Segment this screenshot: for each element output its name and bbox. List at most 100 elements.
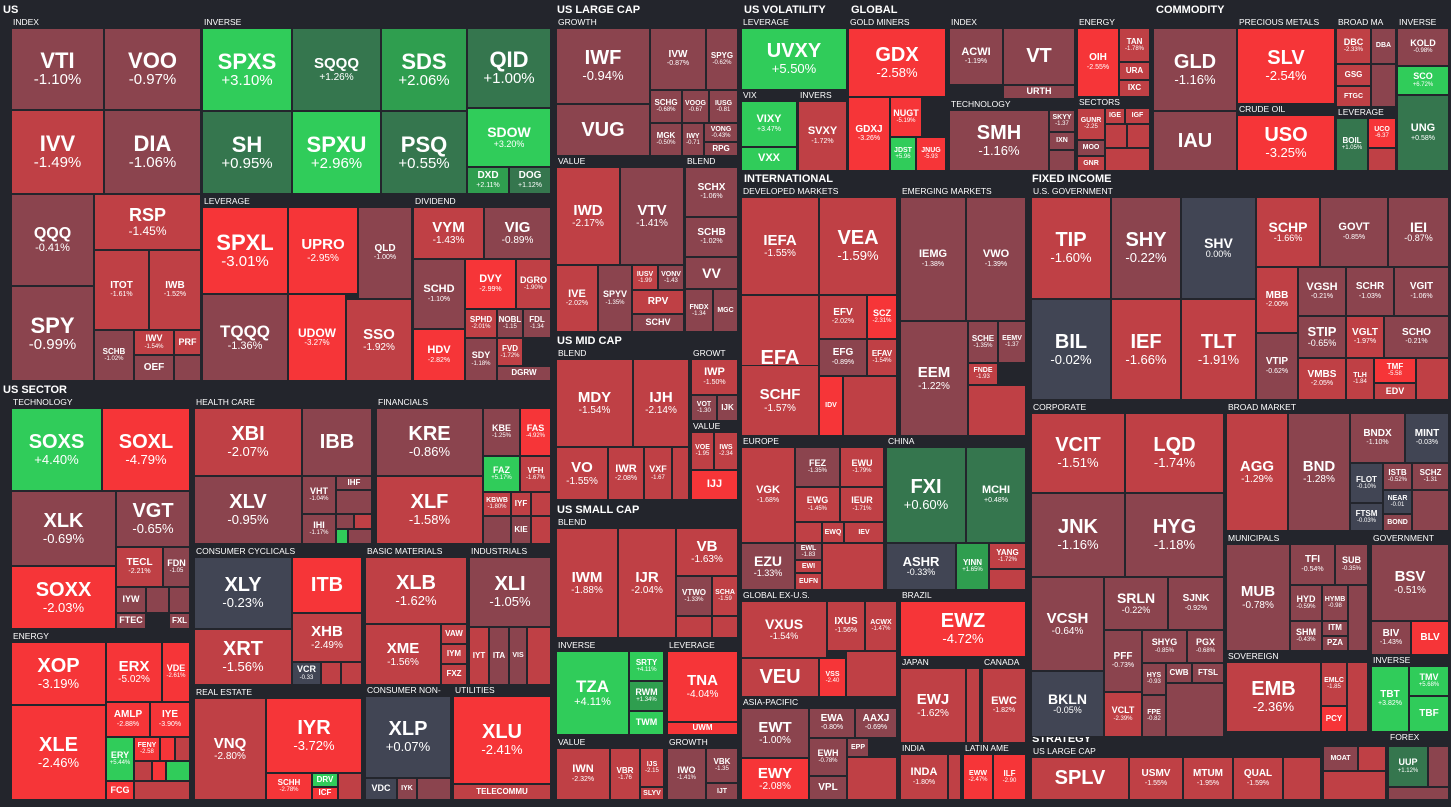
ticker-tile-sdy[interactable]: SDY -1.18% (465, 338, 497, 381)
ticker-tile-ige[interactable]: IGE (1105, 108, 1125, 124)
ticker-tile-ibb[interactable]: IBB (302, 408, 372, 476)
ticker-tile[interactable] (483, 516, 511, 544)
ticker-tile-xhb[interactable]: XHB -2.49% (292, 613, 362, 662)
ticker-tile-sche[interactable]: SCHE -1.35% (968, 321, 998, 363)
ticker-tile-udow[interactable]: UDOW -3.27% (288, 294, 346, 381)
ticker-tile[interactable] (1371, 64, 1396, 107)
ticker-tile-vgk[interactable]: VGK -1.68% (741, 447, 795, 543)
ticker-tile-amlp[interactable]: AMLP -2.88% (106, 702, 150, 737)
ticker-tile-shm[interactable]: SHM -0.43% (1290, 621, 1322, 651)
ticker-tile-ixn[interactable]: IXN (1049, 132, 1075, 150)
ticker-tile-ftec[interactable]: FTEC (116, 613, 146, 629)
ticker-tile-xme[interactable]: XME -1.56% (365, 624, 441, 685)
ticker-tile[interactable] (166, 761, 190, 781)
ticker-tile-iwd[interactable]: IWD -2.17% (556, 167, 620, 265)
ticker-tile[interactable] (1283, 757, 1321, 800)
ticker-tile-ung[interactable]: UNG +0.58% (1397, 95, 1449, 171)
ticker-tile-pza[interactable]: PZA (1322, 636, 1348, 651)
ticker-tile-svxy[interactable]: SVXY -1.72% (798, 101, 847, 171)
ticker-tile-ftgc[interactable]: FTGC (1336, 86, 1371, 107)
ticker-tile-tqqq[interactable]: TQQQ -1.36% (202, 294, 288, 381)
ticker-tile[interactable] (336, 514, 354, 529)
ticker-tile-ijt[interactable]: IJT (706, 783, 738, 800)
ticker-tile-telecommu[interactable]: TELECOMMU (453, 784, 551, 800)
ticker-tile-vcsh[interactable]: VCSH -0.64% (1031, 577, 1104, 671)
ticker-tile-vxx[interactable]: VXX (741, 147, 797, 171)
ticker-tile-vt[interactable]: VT (1003, 28, 1075, 85)
ticker-tile-iyw[interactable]: IYW (116, 587, 146, 613)
ticker-tile-skyy[interactable]: SKYY -1.37 (1049, 110, 1075, 132)
ticker-tile-ewl[interactable]: EWL -1.83 (795, 543, 822, 560)
ticker-tile-bndx[interactable]: BNDX -1.10% (1350, 413, 1405, 463)
ticker-tile-ewh[interactable]: EWH -0.78% (809, 738, 847, 776)
ticker-tile-vgt[interactable]: VGT -0.65% (116, 491, 190, 547)
ticker-tile-uvxy[interactable]: UVXY +5.50% (741, 28, 847, 90)
ticker-tile-schg[interactable]: SCHG -0.68% (650, 90, 682, 123)
ticker-tile[interactable] (527, 627, 551, 685)
ticker-tile[interactable] (966, 668, 980, 743)
ticker-tile-itb[interactable]: ITB (292, 557, 362, 613)
ticker-tile-tan[interactable]: TAN -1.78% (1119, 28, 1150, 62)
ticker-tile-ita[interactable]: ITA (489, 627, 509, 685)
ticker-tile-ief[interactable]: IEF -1.66% (1111, 299, 1181, 400)
ticker-tile-ashr[interactable]: ASHR -0.33% (886, 543, 956, 590)
ticker-tile[interactable] (1049, 150, 1075, 171)
ticker-tile-twm[interactable]: TWM (629, 711, 664, 735)
ticker-tile-erx[interactable]: ERX -5.02% (106, 642, 162, 702)
ticker-tile-gdxj[interactable]: GDXJ -3.26% (848, 97, 890, 171)
ticker-tile-hymb[interactable]: HYMB -0.98 (1322, 585, 1348, 621)
ticker-tile-stip[interactable]: STIP -0.65% (1298, 316, 1346, 358)
ticker-tile-xbi[interactable]: XBI -2.07% (194, 408, 302, 476)
ticker-tile-vot[interactable]: VOT -1.30 (691, 395, 717, 421)
ticker-tile-epp[interactable]: EPP (847, 738, 869, 757)
ticker-tile-kie[interactable]: KIE (511, 516, 531, 544)
ticker-tile-sjnk[interactable]: SJNK -0.92% (1168, 577, 1224, 630)
ticker-tile-fcg[interactable]: FCG (106, 781, 134, 800)
ticker-tile-iefa[interactable]: IEFA -1.55% (741, 197, 819, 295)
ticker-tile-iusg[interactable]: IUSG -0.81 (709, 90, 738, 123)
ticker-tile[interactable] (152, 761, 166, 781)
ticker-tile-fxz[interactable]: FXZ (441, 664, 467, 685)
ticker-tile-scho[interactable]: SCHO -0.21% (1384, 316, 1449, 358)
ticker-tile-scha[interactable]: SCHA -1.59 (712, 576, 738, 616)
ticker-tile-srty[interactable]: SRTY +4.11% (629, 651, 664, 681)
ticker-tile-vbk[interactable]: VBK -1.35 (706, 748, 738, 783)
ticker-tile-dgro[interactable]: DGRO -1.90% (516, 259, 551, 309)
ticker-tile-ilf[interactable]: ILF -2.90 (993, 754, 1026, 800)
ticker-tile-vug[interactable]: VUG (556, 104, 650, 156)
ticker-tile[interactable] (341, 662, 362, 685)
ticker-tile-vgsh[interactable]: VGSH -0.21% (1298, 267, 1346, 316)
ticker-tile-tip[interactable]: TIP -1.60% (1031, 197, 1111, 299)
ticker-tile-vonv[interactable]: VONV -1.43 (658, 265, 684, 290)
ticker-tile-iwy[interactable]: IWY -0.71 (682, 123, 704, 156)
ticker-tile-blv[interactable]: BLV (1411, 621, 1449, 655)
ticker-tile-xlv[interactable]: XLV -0.95% (194, 476, 302, 544)
ticker-tile-iwn[interactable]: IWN -2.32% (556, 748, 610, 800)
ticker-tile-iye[interactable]: IYE -3.90% (150, 702, 190, 737)
ticker-tile[interactable] (146, 587, 169, 613)
ticker-tile-vss[interactable]: VSS -2.40 (819, 658, 846, 697)
ticker-tile[interactable] (795, 522, 822, 543)
ticker-tile-spy[interactable]: SPY -0.99% (11, 286, 94, 381)
ticker-tile-vis[interactable]: VIS (509, 627, 527, 685)
ticker-tile-ijk[interactable]: IJK (717, 395, 738, 421)
ticker-tile-flot[interactable]: FLOT -0.10% (1350, 463, 1383, 503)
ticker-tile-itm[interactable]: ITM (1322, 621, 1348, 636)
ticker-tile-dxd[interactable]: DXD +2.11% (467, 167, 509, 194)
ticker-tile-biv[interactable]: BIV -1.43% (1371, 621, 1411, 655)
ticker-tile-eem[interactable]: EEM -1.22% (900, 321, 968, 436)
ticker-tile-ewu[interactable]: EWU -1.79% (840, 447, 884, 487)
ticker-tile[interactable] (160, 737, 175, 761)
ticker-tile-xli[interactable]: XLI -1.05% (469, 557, 551, 627)
ticker-tile-acwx[interactable]: ACWX -1.47% (865, 601, 897, 651)
ticker-tile-ewi[interactable]: EWI (795, 560, 822, 573)
ticker-tile-splv[interactable]: SPLV (1031, 757, 1129, 800)
ticker-tile-xrt[interactable]: XRT -1.56% (194, 629, 292, 685)
ticker-tile-emb[interactable]: EMB -2.36% (1226, 662, 1321, 732)
ticker-tile-jnk[interactable]: JNK -1.16% (1031, 493, 1125, 577)
ticker-tile-agg[interactable]: AGG -1.29% (1226, 413, 1288, 531)
ticker-tile-iyr[interactable]: IYR -3.72% (266, 698, 362, 773)
ticker-tile-istb[interactable]: ISTB -0.52% (1383, 463, 1412, 490)
ticker-tile-iei[interactable]: IEI -0.87% (1388, 197, 1449, 267)
ticker-tile-yinn[interactable]: YINN +1.65% (956, 543, 989, 590)
